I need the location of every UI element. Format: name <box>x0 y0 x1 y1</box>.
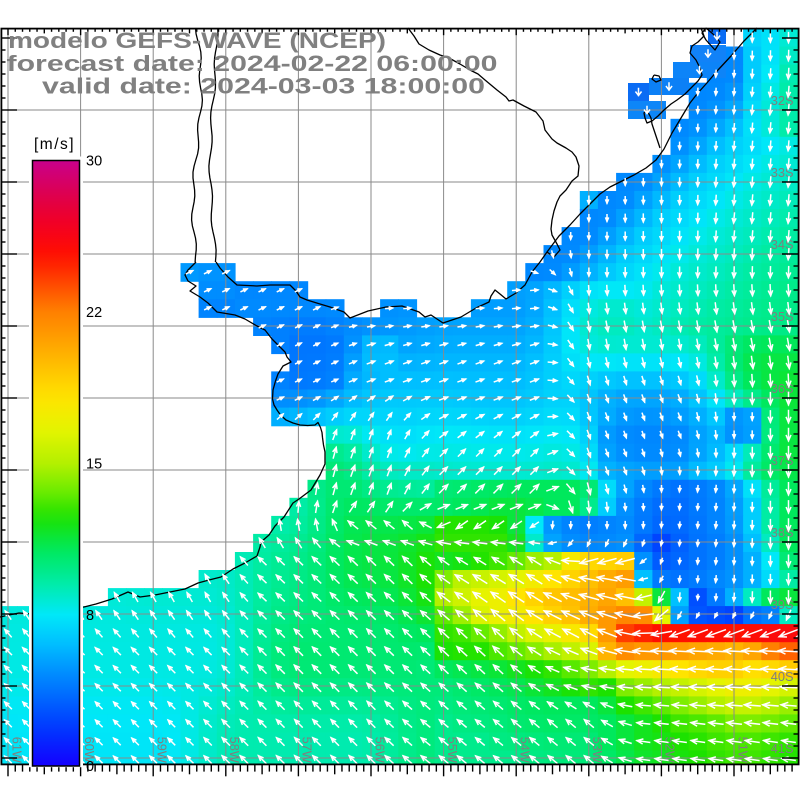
svg-text:forecast date: 2024-02-22 06:0: forecast date: 2024-02-22 06:00:00 <box>7 51 498 76</box>
svg-text:32S: 32S <box>771 93 794 108</box>
svg-text:22: 22 <box>86 305 102 321</box>
svg-text:0: 0 <box>86 759 94 775</box>
svg-text:53W: 53W <box>590 737 605 764</box>
svg-text:52W: 52W <box>663 737 678 764</box>
svg-text:51W: 51W <box>735 737 750 764</box>
svg-text:8: 8 <box>86 608 94 624</box>
svg-text:61W: 61W <box>9 737 24 764</box>
svg-text:[m/s]: [m/s] <box>34 136 75 153</box>
svg-text:54W: 54W <box>518 737 533 764</box>
svg-text:58W: 58W <box>227 737 242 764</box>
svg-text:41S: 41S <box>771 741 794 756</box>
svg-text:modelo GEFS-WAVE (NCEP): modelo GEFS-WAVE (NCEP) <box>8 28 386 53</box>
svg-text:59W: 59W <box>155 737 170 764</box>
svg-text:15: 15 <box>86 456 102 472</box>
svg-text:40S: 40S <box>771 669 794 684</box>
svg-text:33S: 33S <box>771 165 794 180</box>
svg-text:30: 30 <box>86 154 102 170</box>
svg-text:56W: 56W <box>372 737 387 764</box>
svg-text:55W: 55W <box>445 737 460 764</box>
svg-text:60W: 60W <box>82 737 97 764</box>
svg-text:57W: 57W <box>300 737 315 764</box>
svg-text:valid date: 2024-03-03 18:00:0: valid date: 2024-03-03 18:00:00 <box>42 74 485 99</box>
